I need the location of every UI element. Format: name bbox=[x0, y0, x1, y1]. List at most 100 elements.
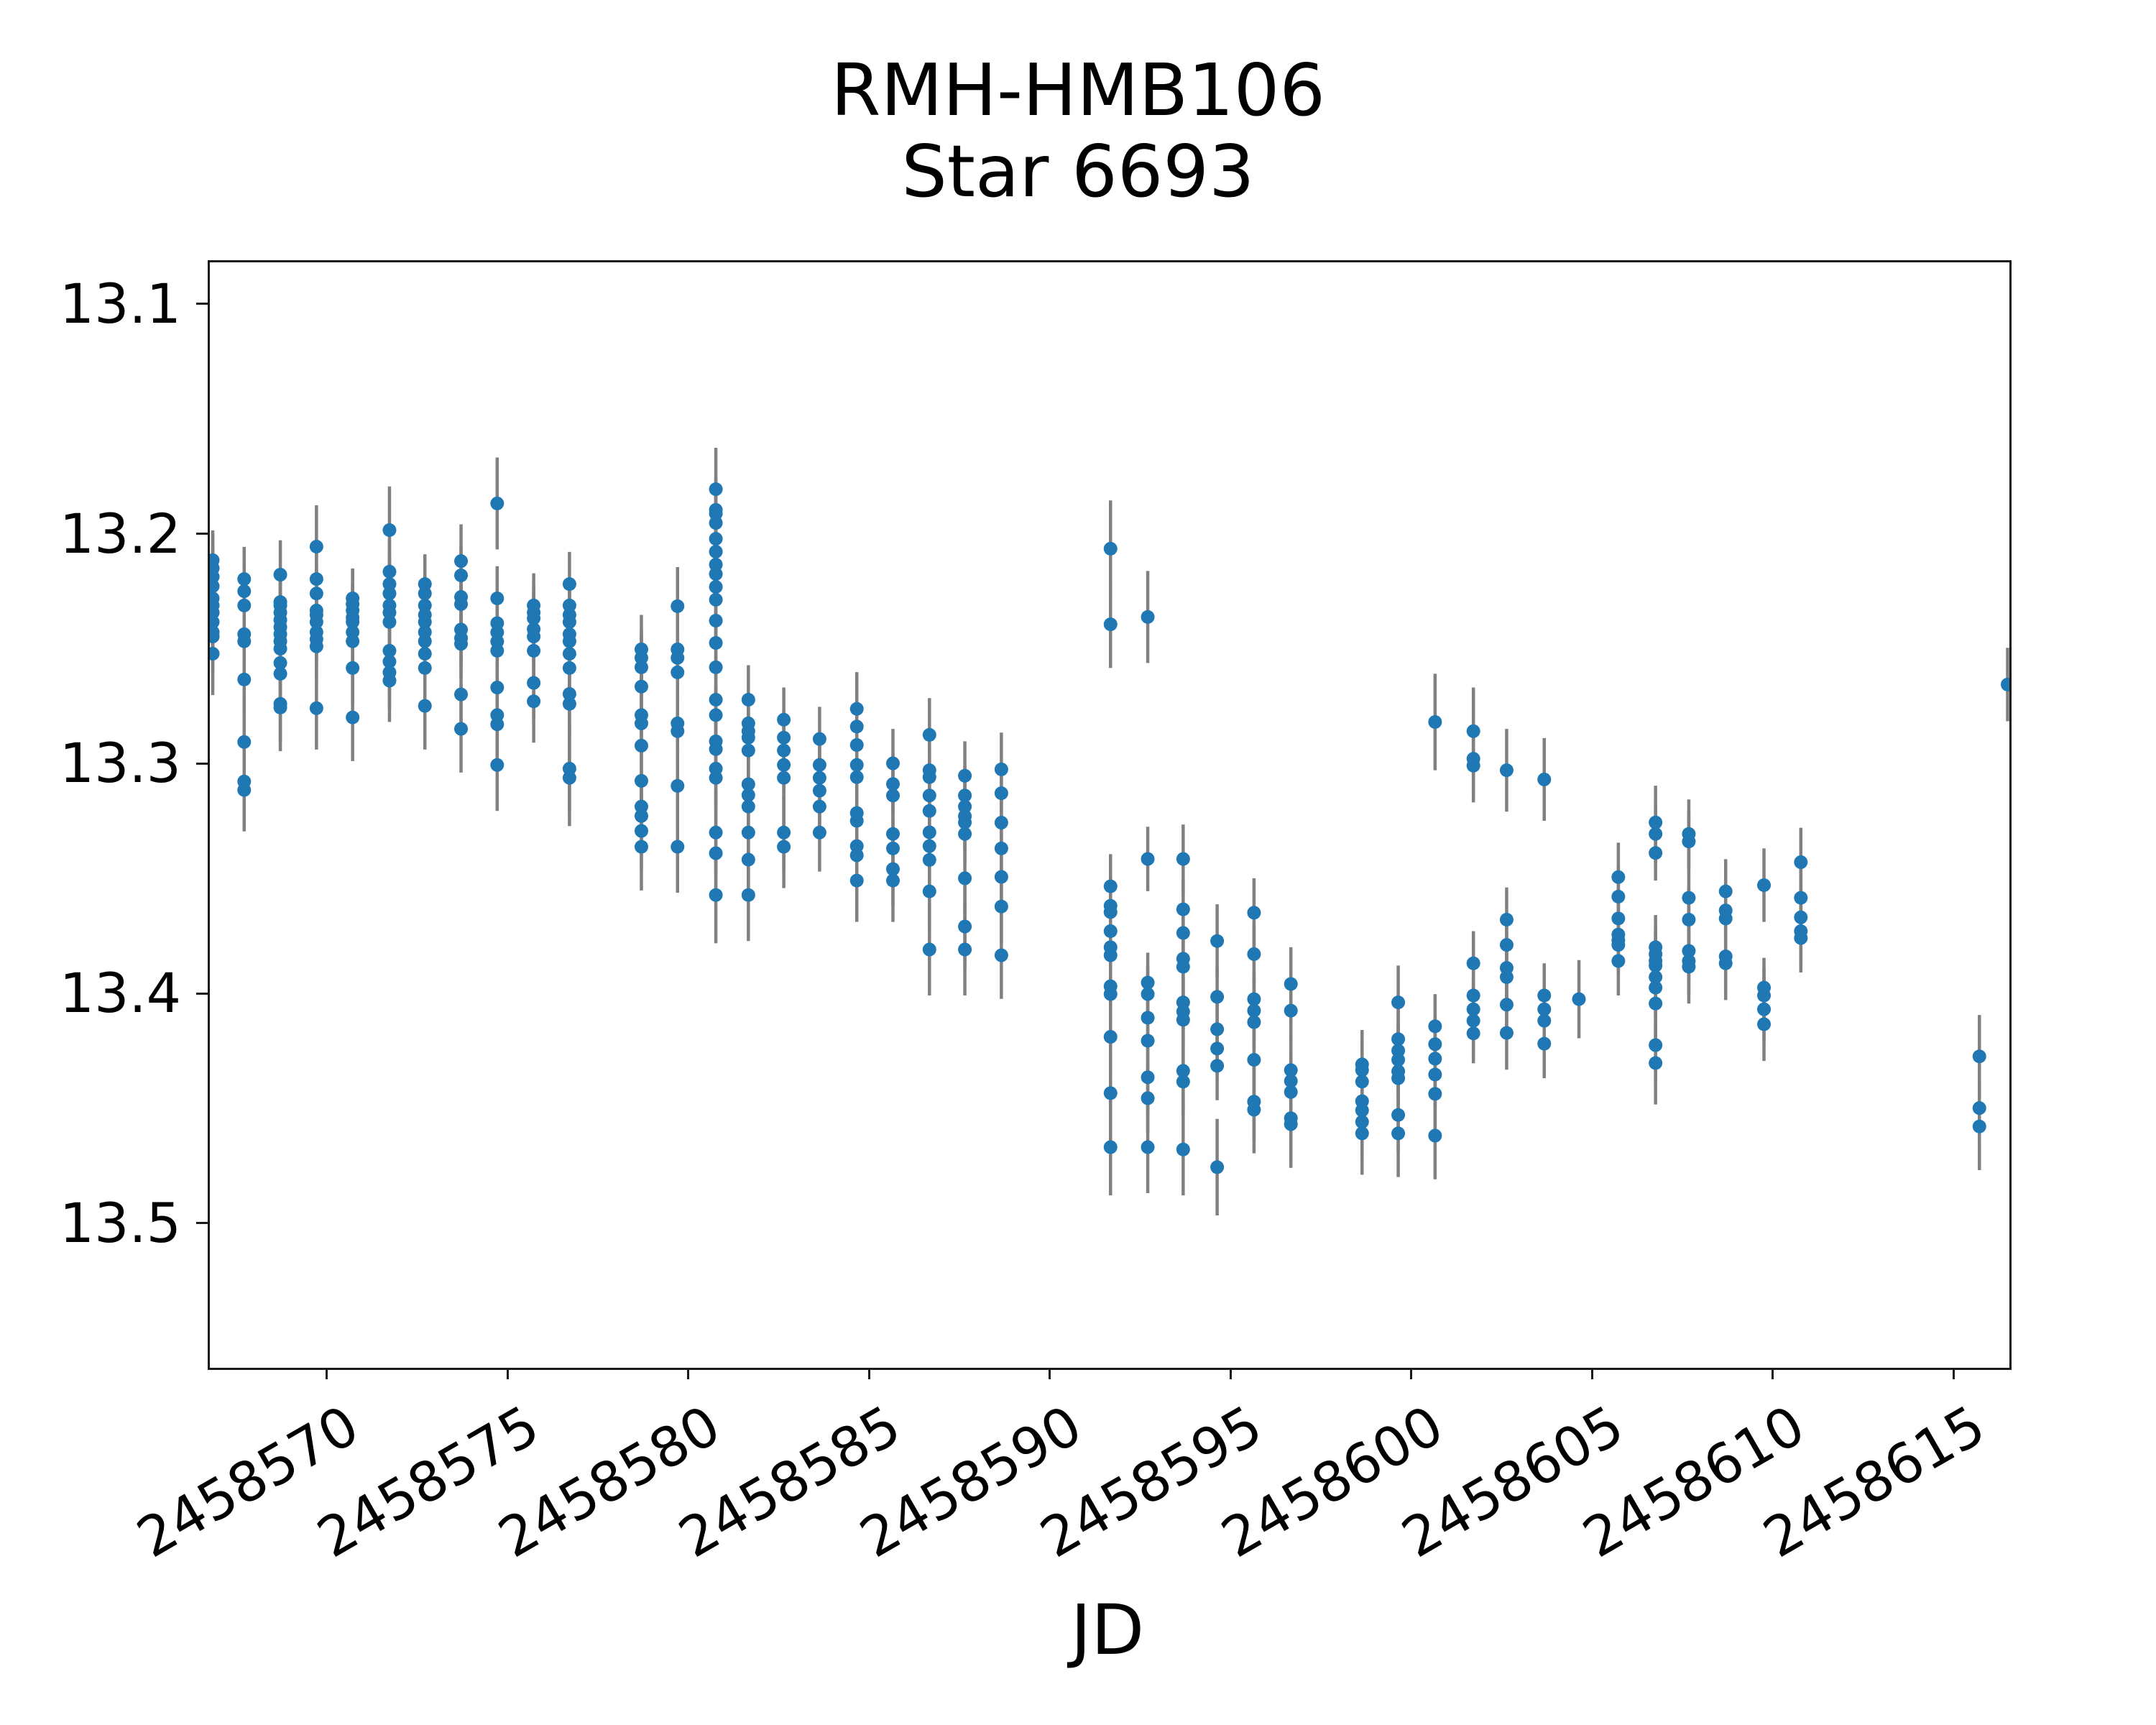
data-point-marker bbox=[1141, 852, 1155, 866]
data-point-marker bbox=[1391, 1108, 1406, 1122]
data-point-marker bbox=[1355, 1075, 1369, 1089]
data-point-marker bbox=[1210, 990, 1225, 1004]
data-point-marker bbox=[1103, 1140, 1118, 1154]
data-point-marker bbox=[1611, 890, 1626, 904]
data-point-marker bbox=[1499, 938, 1514, 952]
data-point-marker bbox=[237, 783, 252, 797]
x-tick-mark bbox=[1410, 1368, 1413, 1379]
data-point-marker bbox=[1391, 1053, 1406, 1067]
data-point-marker bbox=[454, 687, 469, 702]
data-point-marker bbox=[562, 770, 576, 785]
data-point-marker bbox=[1176, 1142, 1190, 1156]
data-point-marker bbox=[1428, 715, 1442, 730]
data-point-marker bbox=[777, 712, 791, 727]
x-tick-mark bbox=[1952, 1368, 1955, 1379]
data-point-marker bbox=[1284, 977, 1298, 991]
data-point-marker bbox=[1391, 1071, 1406, 1085]
data-point-marker bbox=[709, 592, 723, 607]
data-point-marker bbox=[1284, 1117, 1298, 1131]
data-point-marker bbox=[1247, 906, 1261, 920]
data-point-marker bbox=[346, 634, 360, 648]
data-point-marker bbox=[1176, 1013, 1190, 1027]
data-point-marker bbox=[1391, 1126, 1406, 1141]
data-point-marker bbox=[958, 788, 972, 803]
data-point-marker bbox=[994, 948, 1008, 962]
data-point-marker bbox=[777, 758, 791, 772]
x-tick-mark bbox=[1049, 1368, 1051, 1379]
data-point-marker bbox=[922, 839, 936, 853]
data-point-marker bbox=[418, 661, 432, 675]
data-point-marker bbox=[849, 758, 864, 772]
data-point-marker bbox=[634, 679, 648, 694]
data-point-marker bbox=[777, 770, 791, 785]
data-point-marker bbox=[237, 735, 252, 749]
data-point-marker bbox=[346, 661, 360, 675]
data-point-marker bbox=[1103, 1030, 1118, 1044]
data-point-marker bbox=[1611, 954, 1626, 968]
data-point-marker bbox=[922, 942, 936, 957]
data-point-marker bbox=[1355, 1103, 1369, 1118]
data-point-marker bbox=[741, 799, 755, 814]
data-point-marker bbox=[1355, 1115, 1369, 1129]
data-point-marker bbox=[1391, 995, 1406, 1010]
data-point-marker bbox=[958, 815, 972, 829]
data-point-marker bbox=[1176, 926, 1190, 940]
data-point-marker bbox=[1757, 1002, 1772, 1016]
data-point-marker bbox=[490, 758, 505, 772]
data-point-marker bbox=[922, 804, 936, 818]
data-point-marker bbox=[741, 825, 755, 840]
data-point-marker bbox=[849, 770, 864, 784]
data-point-marker bbox=[849, 737, 864, 752]
data-point-marker bbox=[741, 743, 755, 758]
data-point-marker bbox=[1757, 988, 1772, 1003]
data-point-marker bbox=[1466, 1013, 1480, 1028]
data-point-marker bbox=[1284, 1063, 1298, 1077]
data-point-marker bbox=[709, 613, 723, 627]
data-point-marker bbox=[1794, 891, 1808, 905]
data-point-marker bbox=[1649, 1056, 1663, 1070]
data-point-marker bbox=[812, 783, 826, 798]
data-point-marker bbox=[849, 848, 864, 862]
data-points-group bbox=[210, 482, 2009, 1174]
data-point-marker bbox=[418, 577, 432, 592]
data-point-marker bbox=[922, 884, 936, 898]
data-point-marker bbox=[382, 586, 397, 601]
data-point-marker bbox=[994, 841, 1008, 855]
data-point-marker bbox=[709, 692, 723, 707]
data-point-marker bbox=[454, 637, 469, 651]
data-point-marker bbox=[1757, 878, 1772, 893]
data-point-marker bbox=[709, 708, 723, 722]
data-point-marker bbox=[1611, 911, 1626, 926]
data-point-marker bbox=[1141, 987, 1155, 1001]
y-tick-mark bbox=[196, 992, 208, 995]
data-point-marker bbox=[309, 615, 323, 629]
y-tick-label: 13.3 bbox=[59, 731, 181, 796]
data-point-marker bbox=[777, 825, 791, 840]
data-point-marker bbox=[741, 888, 755, 902]
data-point-marker bbox=[418, 615, 432, 629]
data-point-marker bbox=[1141, 1011, 1155, 1025]
data-point-marker bbox=[812, 758, 826, 772]
data-point-marker bbox=[562, 615, 576, 629]
data-point-marker bbox=[418, 634, 432, 648]
data-point-marker bbox=[454, 722, 469, 736]
data-point-marker bbox=[709, 846, 723, 860]
data-point-marker bbox=[1466, 988, 1480, 1003]
data-point-marker bbox=[527, 630, 541, 644]
data-point-marker bbox=[562, 686, 576, 701]
data-point-marker bbox=[237, 584, 252, 599]
data-point-marker bbox=[1718, 911, 1733, 926]
data-point-marker bbox=[922, 825, 936, 840]
data-point-marker bbox=[1355, 1126, 1369, 1141]
data-point-marker bbox=[1141, 1034, 1155, 1048]
data-point-marker bbox=[634, 809, 648, 823]
data-point-marker bbox=[490, 681, 505, 695]
data-point-marker bbox=[886, 777, 900, 791]
data-point-marker bbox=[237, 672, 252, 686]
x-tick-mark bbox=[1229, 1368, 1232, 1379]
data-point-marker bbox=[1611, 870, 1626, 884]
data-point-marker bbox=[1428, 1067, 1442, 1082]
data-point-marker bbox=[1757, 1017, 1772, 1031]
data-point-marker bbox=[418, 647, 432, 661]
data-point-marker bbox=[812, 770, 826, 785]
